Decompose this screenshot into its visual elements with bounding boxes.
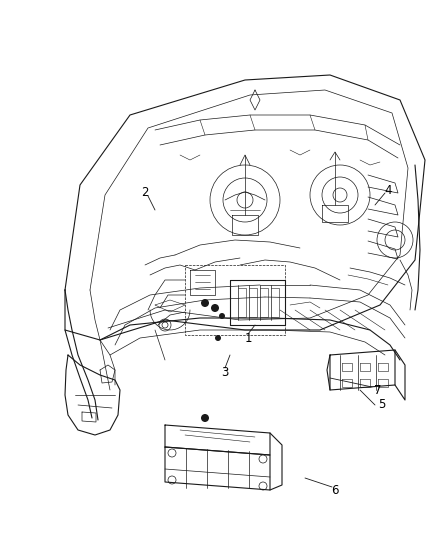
Circle shape xyxy=(219,313,225,319)
Text: 7: 7 xyxy=(374,384,382,397)
Text: 1: 1 xyxy=(244,332,252,344)
Circle shape xyxy=(215,335,221,341)
Circle shape xyxy=(201,299,209,307)
Text: 6: 6 xyxy=(331,483,339,497)
Text: 3: 3 xyxy=(221,366,229,378)
Text: 5: 5 xyxy=(378,399,386,411)
Text: 4: 4 xyxy=(384,183,392,197)
Circle shape xyxy=(211,304,219,312)
Text: 2: 2 xyxy=(141,187,149,199)
Circle shape xyxy=(201,414,209,422)
